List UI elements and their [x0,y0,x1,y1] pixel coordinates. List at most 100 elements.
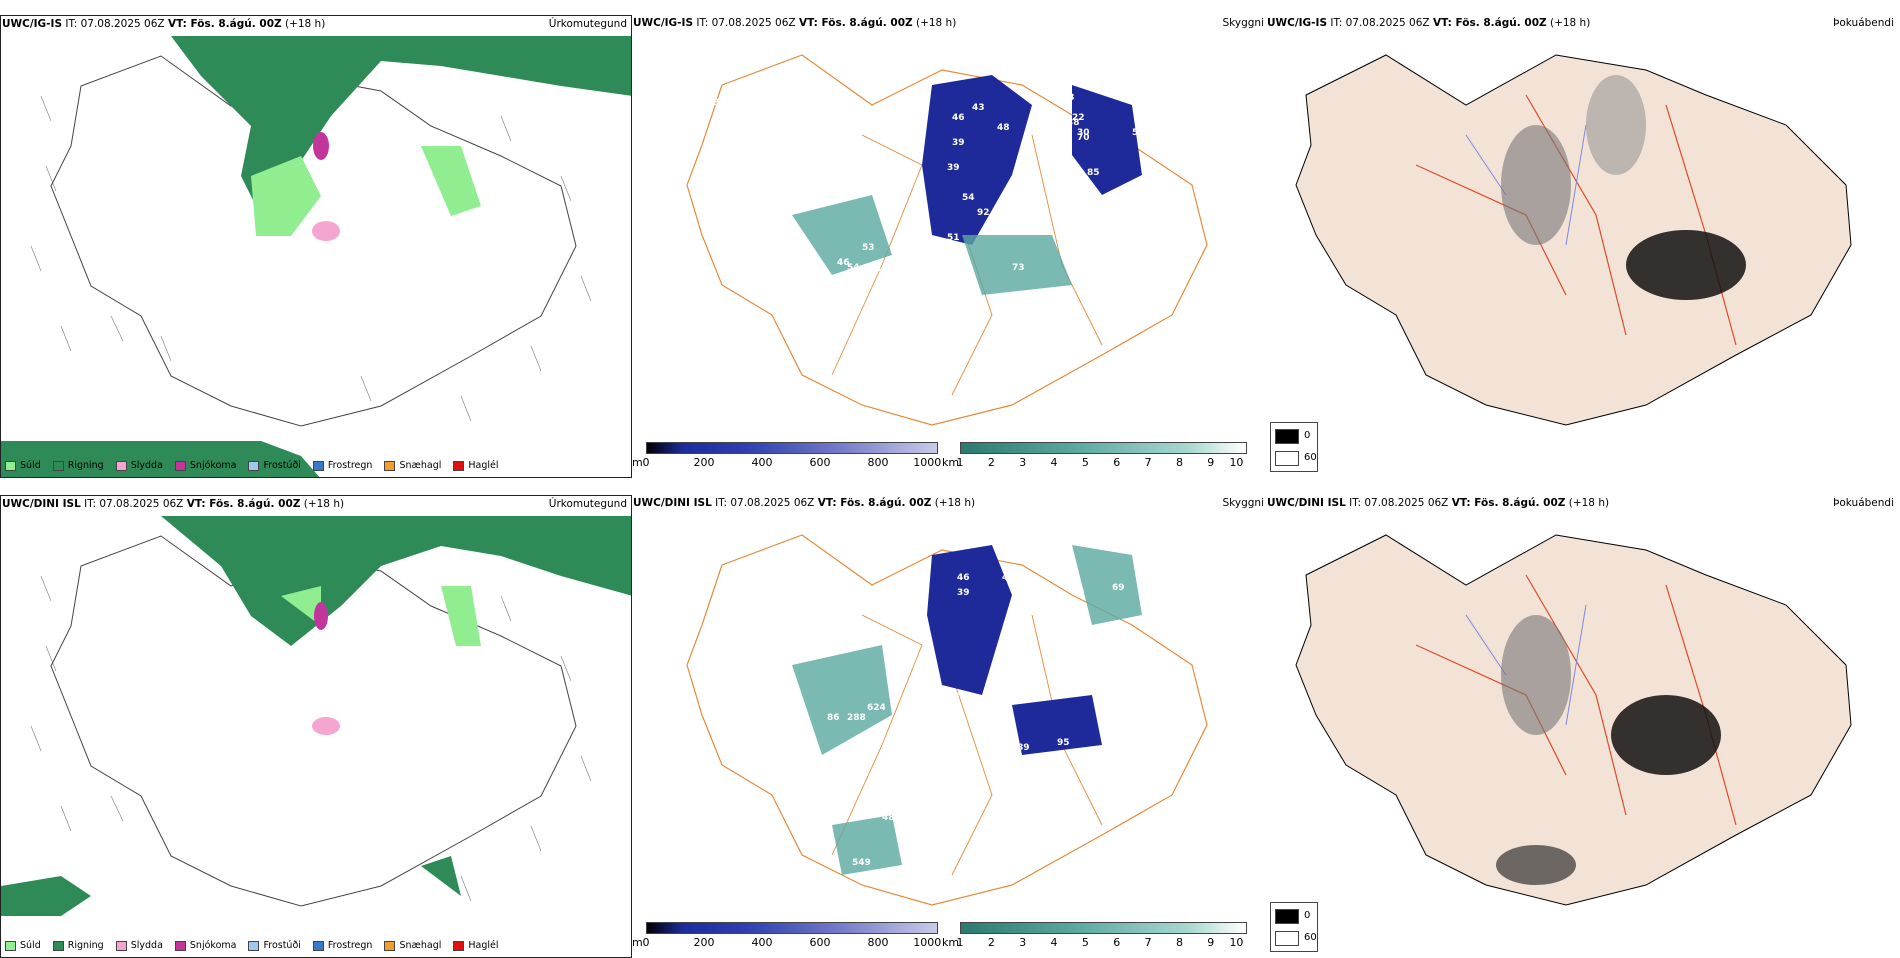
ceiling-value-label: 9 [732,83,738,93]
legend-item: Súld [5,460,41,471]
panel-variable: Úrkomutegund [548,18,627,30]
ceiling-value-label: 70 [1142,263,1155,273]
ceiling-value-label: 16 [1132,763,1145,773]
ceiling-value-label: 9 [1172,288,1178,298]
cloud-panel-top: UWC/IG-IS IT: 07.08.2025 06Z VT: Fös. 8.… [1266,15,1898,478]
panel-title: UWC/DINI ISL IT: 07.08.2025 06Z VT: Fös.… [1267,497,1610,509]
ceiling-value-label: 71 [1087,208,1100,218]
ceiling-value-label: 624 [867,703,886,713]
ceiling-value-label: 47 [882,753,895,763]
cloud-map-top [1295,54,1852,426]
visibility-colorbar: km 1 2 3 4 5 6 7 8 9 10 [942,442,1247,472]
legend-item: Snæhagl [384,460,441,471]
low-ceiling-area [922,75,1142,245]
precip-panel-bottom: UWC/DINI ISL IT: 07.08.2025 06Z VT: Fös.… [0,495,632,958]
ceiling-value-label: 53 [1132,128,1145,138]
rain-area-south [1,856,461,916]
ceiling-value-label: 54 [847,263,860,273]
cloud-shade [1501,615,1571,735]
ceiling-value-label: 51 [947,233,960,243]
legend-item: Slydda [115,940,163,951]
legend-item: Rigning [52,460,104,471]
visibility-colorbar: km 1 2 3 4 5 6 7 8 9 10 [942,922,1247,952]
height-colorbar: m 0 200 400 600 800 1000 [632,922,941,952]
precip-legend: Súld Rigning Slydda Snjókoma Frostúði Fr… [5,940,499,951]
cloud-panel-bottom: UWC/DINI ISL IT: 07.08.2025 06Z VT: Fös.… [1266,495,1898,958]
precip-map-top [1,36,631,477]
wind-barbs [30,95,592,422]
height-colorbar: m 0 200 400 600 800 1000 [632,442,941,472]
panel-title: UWC/DINI ISL IT: 07.08.2025 06Z VT: Fös.… [2,498,345,510]
ceiling-value-label: 549 [852,858,871,868]
ceiling-value-label: 59 [1077,678,1090,688]
ceiling-value-label: 43 [972,103,985,113]
panel-variable: Skyggni [1222,17,1265,29]
ceiling-value-label: 42 [1002,573,1015,583]
ceiling-value-label: 54 [962,193,975,203]
legend-item: Snæhagl [384,940,441,951]
ceiling-value-label: 39 [957,588,970,598]
ceiling-value-label: 87 [852,143,865,153]
iceland-land [1295,54,1852,426]
ceiling-value-label: 40 [1017,328,1030,338]
legend-item: Snjókoma [174,940,236,951]
precip-map-bottom [1,516,631,916]
cloud-shade [1611,695,1721,775]
snow-area [313,132,329,160]
ceiling-value-label: 53 [862,243,875,253]
legend-item: Haglél [453,940,499,951]
legend-item: Slydda [115,460,163,471]
ceiling-panel-top: 9 33 87 46 43 48 39 39 54 92 51 54 53 46 54 58 63 38 22 30 7… [632,15,1264,478]
ceiling-value-label: 22 [1072,113,1085,123]
ceiling-value-label: 50 [967,713,980,723]
low-vis-area [792,545,1142,875]
low-vis-area [792,195,1072,295]
ceiling-value-label: 68 [872,733,885,743]
rivers [1465,124,1587,246]
cloud-legend: 0 60 [1270,422,1318,472]
precip-legend: Súld Rigning Slydda Snjókoma Frostúði Fr… [5,460,499,471]
ceiling-value-label: 13 [1112,273,1125,283]
legend-item: Frostregn [312,460,372,471]
ceiling-value-label: 16 [947,373,960,383]
legend-item: Rigning [52,940,104,951]
iceland-outline [686,54,1208,426]
rain-area-north [161,516,631,646]
panel-title: UWC/IG-IS IT: 07.08.2025 06Z VT: Fös. 8.… [1267,17,1591,29]
ceiling-value-label: 38 [1067,118,1080,128]
ceiling-value-label: 92 [977,208,990,218]
ceiling-value-label: 69 [1112,583,1125,593]
legend-item: Frostúði [248,940,301,951]
drizzle-area [251,146,481,236]
ceiling-value-label: 12 [1157,113,1170,123]
rain-area-south [1,441,320,477]
panel-variable: Þokuábendi [1833,17,1894,29]
ceiling-value-label: 54 [947,248,960,258]
ceiling-value-label: 109 [1142,753,1161,763]
cloud-map-bottom [1295,534,1852,906]
ceiling-value-label: 16 [1132,618,1145,628]
sleet-area [312,717,340,735]
ceiling-value-label: 86 [827,713,840,723]
legend-item: Frostregn [312,940,372,951]
legend-item: Snjókoma [174,460,236,471]
cloud-shade [1626,230,1746,300]
low-ceiling-area [927,545,1102,755]
ceiling-value-label: 82 [1142,733,1155,743]
ceiling-value-label: 73 [1012,263,1025,273]
ceiling-value-label: 70 [1077,133,1090,143]
legend-item: Frostúði [248,460,301,471]
panel-variable: Úrkomutegund [548,498,627,510]
ceiling-value-label: 58 [872,268,885,278]
ceiling-value-label: 97 [947,693,960,703]
ceiling-value-label: 39 [952,138,965,148]
ceiling-value-label: 33 [707,98,720,108]
panel-title: UWC/IG-IS IT: 07.08.2025 06Z VT: Fös. 8.… [2,18,326,30]
ceiling-value-label: 46 [837,258,850,268]
panel-title: UWC/IG-IS IT: 07.08.2025 06Z VT: Fös. 8.… [633,17,957,29]
ceiling-value-label: 95 [1057,738,1070,748]
ceiling-value-label: 63 [1062,93,1075,103]
cloud-shade [1496,845,1576,885]
